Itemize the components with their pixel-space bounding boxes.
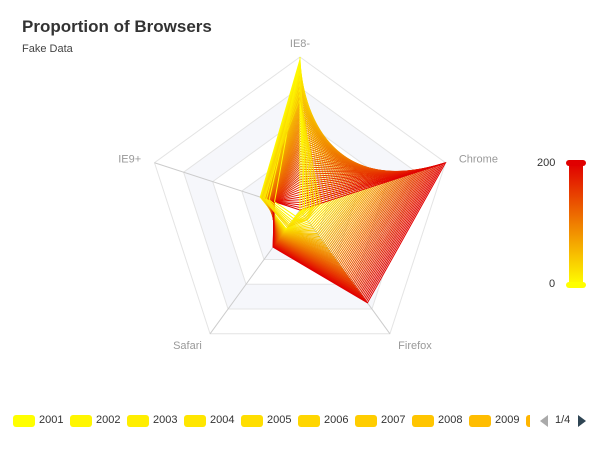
visual-map-top-handle[interactable]	[566, 160, 586, 166]
legend-swatch	[412, 415, 434, 427]
radar-indicator-label: IE8-	[290, 38, 311, 50]
chart-subtitle: Fake Data	[22, 43, 73, 55]
radar-series-line	[272, 161, 447, 304]
legend-swatch	[469, 415, 491, 427]
legend-swatch	[355, 415, 377, 427]
legend-label: 2008	[438, 414, 463, 426]
legend-label: 2007	[381, 414, 406, 426]
radar-series-2003[interactable]	[268, 65, 306, 220]
legend-label: 2002	[96, 414, 121, 426]
visual-map-bar[interactable]	[569, 164, 583, 285]
radar-indicator-label: Firefox	[398, 340, 432, 352]
radar-series-2009[interactable]	[261, 96, 321, 228]
radar-series-2004[interactable]	[265, 70, 308, 222]
legend-swatch	[526, 415, 530, 427]
legend-prev-page-icon[interactable]	[540, 415, 548, 427]
radar-indicator-label: Chrome	[459, 153, 498, 165]
legend-swatch	[184, 415, 206, 427]
legend-swatch	[241, 415, 263, 427]
legend-item-partial[interactable]	[526, 414, 530, 428]
visual-map-min-label: 0	[549, 278, 556, 290]
visual-map-max-label: 200	[537, 157, 556, 169]
legend-label: 2009	[495, 414, 520, 426]
legend-page-indicator: 1/4	[555, 414, 571, 426]
visual-map-bottom-handle[interactable]	[566, 282, 586, 288]
radar-series-2005[interactable]	[264, 75, 310, 224]
legend-label: 2003	[153, 414, 178, 426]
legend-swatch	[70, 415, 92, 427]
legend-swatch	[298, 415, 320, 427]
legend-swatch	[127, 415, 149, 427]
radar-series-2002[interactable]	[273, 59, 304, 217]
radar-indicator-label: Safari	[173, 340, 202, 352]
legend-label: 2005	[267, 414, 292, 426]
legend-label: 2004	[210, 414, 235, 426]
legend-swatch	[13, 415, 35, 427]
chart-title: Proportion of Browsers	[22, 17, 212, 36]
legend-next-page-icon[interactable]	[578, 415, 586, 427]
legend-label: 2006	[324, 414, 349, 426]
legend-label: 2001	[39, 414, 64, 426]
radar-indicator-label: IE9+	[118, 153, 141, 165]
